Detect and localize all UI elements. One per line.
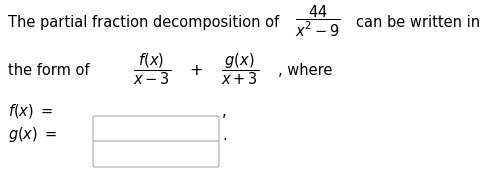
Text: .: . bbox=[222, 128, 226, 142]
Text: $\dfrac{f(x)}{x-3}$: $\dfrac{f(x)}{x-3}$ bbox=[132, 51, 171, 87]
FancyBboxPatch shape bbox=[93, 116, 218, 142]
Text: $f(x)$ $=$: $f(x)$ $=$ bbox=[8, 102, 53, 120]
Text: $\dfrac{g(x)}{x+3}$: $\dfrac{g(x)}{x+3}$ bbox=[220, 51, 259, 87]
Text: the form of: the form of bbox=[8, 62, 89, 77]
FancyBboxPatch shape bbox=[93, 141, 218, 167]
Text: $g(x)$ $=$: $g(x)$ $=$ bbox=[8, 125, 57, 145]
Text: ,: , bbox=[222, 103, 226, 119]
Text: $+$: $+$ bbox=[189, 62, 203, 77]
Text: can be written in: can be written in bbox=[355, 15, 479, 30]
Text: , where: , where bbox=[277, 62, 332, 77]
Text: The partial fraction decomposition of: The partial fraction decomposition of bbox=[8, 15, 278, 30]
Text: $\dfrac{44}{x^2-9}$: $\dfrac{44}{x^2-9}$ bbox=[294, 3, 340, 39]
